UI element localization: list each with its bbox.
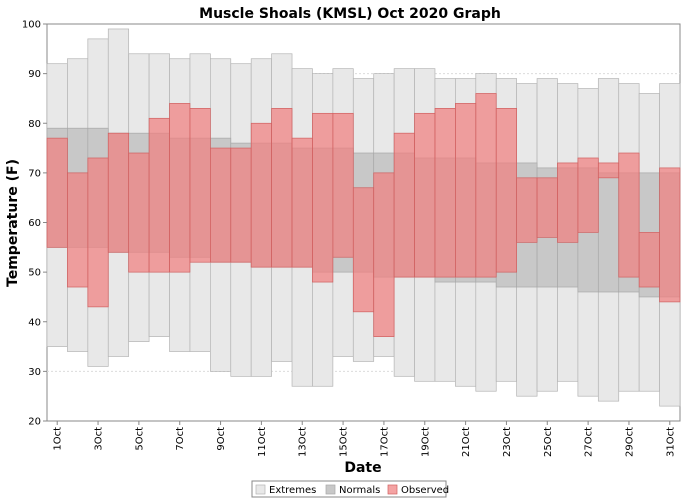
observed-bar (393, 132, 415, 278)
legend-swatch-observed (387, 484, 398, 495)
x-tick-label: 19Oct (420, 427, 431, 457)
x-tick-label: 15Oct (339, 427, 350, 457)
y-tick-label: 20 (28, 417, 41, 428)
observed-bar (638, 232, 660, 288)
legend-label-extremes: Extremes (269, 485, 316, 496)
x-tick-label: 11Oct (257, 427, 268, 457)
x-tick-label: 25Oct (543, 427, 554, 457)
y-tick-label: 90 (28, 69, 41, 80)
observed-bar (312, 112, 334, 283)
series-observed (46, 93, 681, 337)
x-tick-label: 29Oct (624, 427, 635, 457)
x-tick-label: 17Oct (379, 427, 390, 457)
y-tick-label: 100 (22, 20, 41, 31)
observed-bar (107, 132, 130, 253)
observed-bar (455, 103, 477, 278)
legend-label-normals: Normals (339, 485, 380, 496)
x-tick-label: 21Oct (461, 427, 472, 457)
legend-swatch-normals (325, 484, 336, 495)
y-tick-label: 80 (28, 119, 41, 130)
observed-bar (128, 152, 150, 273)
x-tick-label: 31Oct (665, 427, 676, 457)
x-tick-label: 3Oct (94, 427, 105, 451)
observed-bar (577, 157, 599, 233)
observed-bar (557, 162, 579, 243)
observed-bar (597, 162, 620, 179)
observed-bar (271, 108, 293, 268)
observed-bar (169, 103, 191, 273)
legend: Extremes Normals Observed (251, 480, 449, 498)
x-tick-label: 1Oct (53, 427, 64, 451)
y-tick-label: 30 (28, 367, 41, 378)
observed-bar (495, 108, 518, 273)
observed-bar (250, 122, 272, 268)
y-tick-label: 50 (28, 268, 41, 279)
observed-bar (618, 152, 640, 278)
x-axis-title: Date (344, 460, 381, 476)
observed-bar (230, 147, 252, 263)
observed-bar (332, 112, 354, 258)
observed-bar (67, 172, 89, 288)
x-tick-label: 9Oct (216, 427, 227, 451)
observed-bar (291, 137, 313, 268)
legend-label-observed: Observed (401, 485, 449, 496)
observed-bar (87, 157, 109, 308)
y-tick-label: 60 (28, 218, 41, 229)
normals-bar (597, 172, 620, 293)
x-tick-label: 13Oct (298, 427, 309, 457)
observed-bar (414, 112, 436, 278)
observed-bar (189, 108, 211, 263)
y-tick-label: 70 (28, 168, 41, 179)
legend-box (251, 480, 447, 498)
observed-bar (475, 93, 497, 278)
x-tick-label: 7Oct (175, 427, 186, 451)
observed-bar (210, 147, 232, 263)
observed-bar (536, 177, 558, 238)
x-tick-label: 23Oct (502, 427, 513, 457)
bar-series (46, 28, 681, 407)
observed-bar (659, 167, 681, 303)
y-tick-label: 40 (28, 317, 41, 328)
observed-bar (352, 187, 375, 313)
legend-swatch-extremes (255, 484, 266, 495)
y-axis: 20 30 40 50 60 70 80 90 100 (22, 20, 47, 428)
observed-bar (373, 172, 395, 337)
observed-bar (434, 108, 456, 278)
observed-bar (46, 137, 68, 248)
observed-bar (516, 177, 538, 243)
chart-title: Muscle Shoals (KMSL) Oct 2020 Graph (199, 6, 501, 22)
x-tick-label: 27Oct (584, 427, 595, 457)
y-axis-title: Temperature (F) (5, 159, 21, 287)
x-axis: 1Oct 3Oct 5Oct 7Oct 9Oct 11Oct 13Oct 15Oct 17Oct… (53, 421, 676, 457)
x-tick-label: 5Oct (134, 427, 145, 451)
observed-bar (148, 117, 170, 273)
